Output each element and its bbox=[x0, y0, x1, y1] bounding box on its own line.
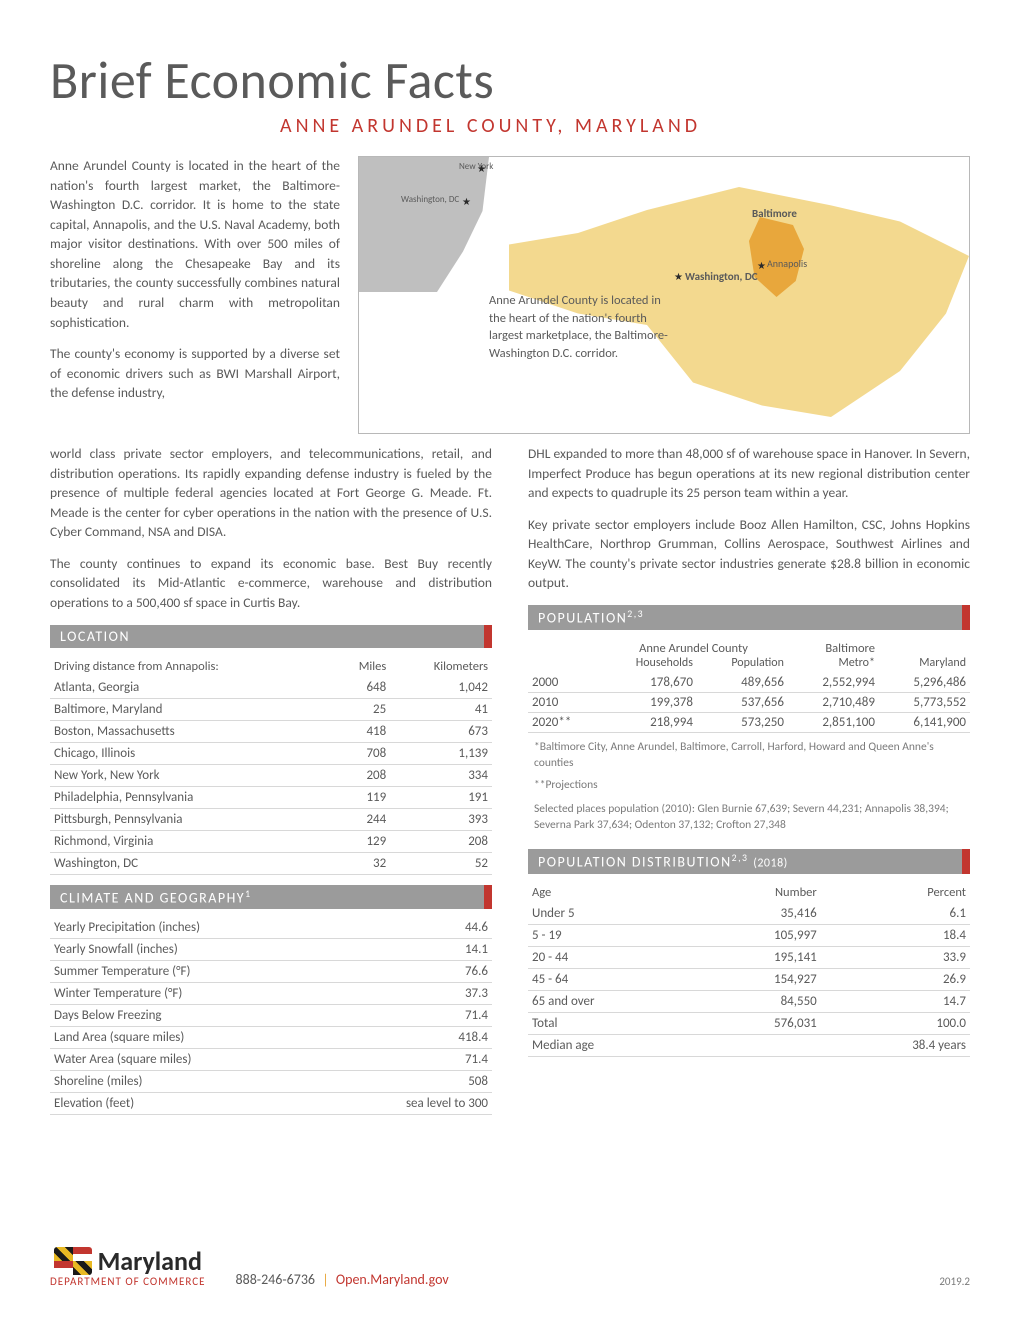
map-label-dc-small: Washington, DC bbox=[401, 194, 459, 205]
table-row: Days Below Freezing71.4 bbox=[50, 1005, 492, 1027]
footer-link[interactable]: Open.Maryland.gov bbox=[336, 1271, 449, 1288]
map-caption: Anne Arundel County is located in the he… bbox=[489, 292, 669, 362]
table-row: Winter Temperature (°F)37.3 bbox=[50, 983, 492, 1005]
pop-col-metro-top: Baltimore bbox=[788, 638, 879, 656]
location-header: LOCATION bbox=[50, 625, 492, 648]
col-miles: Miles bbox=[332, 656, 390, 677]
left-column: world class private sector employers, an… bbox=[50, 444, 492, 1115]
logo-text: Maryland bbox=[98, 1245, 202, 1277]
pop-col-md: Maryland bbox=[879, 656, 970, 673]
pop-col-metro: Metro* bbox=[788, 656, 879, 673]
table-row: Shoreline (miles)508 bbox=[50, 1071, 492, 1093]
col-km: Kilometers bbox=[390, 656, 492, 677]
footer-contact: 888-246-6736 | Open.Maryland.gov bbox=[236, 1271, 449, 1288]
location-subhead: Driving distance from Annapolis: bbox=[50, 656, 332, 677]
body-right-p2: Key private sector employers include Boo… bbox=[528, 515, 970, 593]
intro-text: Anne Arundel County is located in the he… bbox=[50, 156, 340, 434]
pop-note1: *Baltimore City, Anne Arundel, Baltimore… bbox=[528, 739, 970, 771]
median-label: Median age bbox=[528, 1034, 698, 1056]
dist-col-age: Age bbox=[528, 882, 698, 903]
table-row: Water Area (square miles)71.4 bbox=[50, 1049, 492, 1071]
pop-note2: **Projections bbox=[528, 777, 970, 793]
pop-county-label: Anne Arundel County bbox=[599, 638, 788, 656]
map-label-baltimore: Baltimore bbox=[752, 207, 797, 220]
body-left-p1: world class private sector employers, an… bbox=[50, 444, 492, 542]
page-title: Brief Economic Facts bbox=[50, 48, 970, 112]
table-row: Elevation (feet)sea level to 300 bbox=[50, 1093, 492, 1115]
dept-text: DEPARTMENT OF COMMERCE bbox=[50, 1275, 206, 1288]
top-section: Anne Arundel County is located in the he… bbox=[50, 156, 970, 434]
intro-p2: The county's economy is supported by a d… bbox=[50, 344, 340, 403]
right-column: DHL expanded to more than 48,000 sf of w… bbox=[528, 444, 970, 1115]
body-columns: world class private sector employers, an… bbox=[50, 444, 970, 1115]
star-icon: ★ bbox=[477, 162, 486, 175]
body-right-p1: DHL expanded to more than 48,000 sf of w… bbox=[528, 444, 970, 503]
table-row: Pittsburgh, Pennsylvania244393 bbox=[50, 808, 492, 830]
table-row: Under 535,4166.1 bbox=[528, 903, 970, 925]
pop-col-pop: Population bbox=[697, 656, 788, 673]
footer: Maryland DEPARTMENT OF COMMERCE 888-246-… bbox=[50, 1245, 970, 1288]
dist-col-num: Number bbox=[698, 882, 821, 903]
table-row: Baltimore, Maryland2541 bbox=[50, 698, 492, 720]
location-map: New York ★ Washington, DC ★ Baltimore An… bbox=[358, 156, 970, 434]
footer-version: 2019.2 bbox=[939, 1275, 970, 1288]
climate-header: CLIMATE AND GEOGRAPHY1 bbox=[50, 885, 492, 910]
pop-note3: Selected places population (2010): Glen … bbox=[528, 801, 970, 833]
table-row: New York, New York208334 bbox=[50, 764, 492, 786]
map-label-annapolis: Annapolis bbox=[767, 257, 807, 270]
climate-table: Yearly Precipitation (inches)44.6Yearly … bbox=[50, 917, 492, 1115]
table-row: Atlanta, Georgia6481,042 bbox=[50, 677, 492, 699]
table-row: 20 - 44195,14133.9 bbox=[528, 946, 970, 968]
table-row: 5 - 19105,99718.4 bbox=[528, 924, 970, 946]
table-row: Total576,031100.0 bbox=[528, 1012, 970, 1034]
table-row: Summer Temperature (°F)76.6 bbox=[50, 961, 492, 983]
population-table: Anne Arundel County Baltimore Households… bbox=[528, 638, 970, 733]
table-row: Philadelphia, Pennsylvania119191 bbox=[50, 786, 492, 808]
intro-p1: Anne Arundel County is located in the he… bbox=[50, 156, 340, 332]
table-row: Yearly Snowfall (inches)14.1 bbox=[50, 939, 492, 961]
star-icon: ★ bbox=[462, 195, 471, 208]
body-left-p2: The county continues to expand its econo… bbox=[50, 554, 492, 613]
population-header: POPULATION2,3 bbox=[528, 605, 970, 630]
table-row: Land Area (square miles)418.4 bbox=[50, 1027, 492, 1049]
table-row: Chicago, Illinois7081,139 bbox=[50, 742, 492, 764]
map-label-dc: Washington, DC bbox=[685, 270, 758, 283]
location-table: Driving distance from Annapolis: Miles K… bbox=[50, 656, 492, 875]
footer-phone: 888-246-6736 bbox=[236, 1271, 316, 1288]
table-row: 45 - 64154,92726.9 bbox=[528, 968, 970, 990]
table-row: Boston, Massachusetts418673 bbox=[50, 720, 492, 742]
median-val: 38.4 years bbox=[821, 1034, 970, 1056]
distribution-header: POPULATION DISTRIBUTION2,3 (2018) bbox=[528, 849, 970, 874]
body-right: DHL expanded to more than 48,000 sf of w… bbox=[528, 444, 970, 593]
table-row: Yearly Precipitation (inches)44.6 bbox=[50, 917, 492, 939]
table-row: 2000178,670489,6562,552,9945,296,486 bbox=[528, 673, 970, 693]
dist-col-pct: Percent bbox=[821, 882, 970, 903]
maryland-flag-icon bbox=[54, 1247, 92, 1275]
star-icon: ★ bbox=[757, 259, 766, 272]
page-subtitle: ANNE ARUNDEL COUNTY, MARYLAND bbox=[280, 114, 970, 138]
distribution-table: Age Number Percent Under 535,4166.15 - 1… bbox=[528, 882, 970, 1057]
table-row: Washington, DC3252 bbox=[50, 852, 492, 874]
body-left: world class private sector employers, an… bbox=[50, 444, 492, 613]
table-row: 2010199,378537,6562,710,4895,773,552 bbox=[528, 692, 970, 712]
table-row: Richmond, Virginia129208 bbox=[50, 830, 492, 852]
footer-logo: Maryland DEPARTMENT OF COMMERCE bbox=[50, 1245, 206, 1288]
star-icon: ★ bbox=[674, 270, 683, 283]
table-row: 2020**218,994573,2502,851,1006,141,900 bbox=[528, 712, 970, 732]
table-row: 65 and over84,55014.7 bbox=[528, 990, 970, 1012]
pop-col-hh: Households bbox=[599, 656, 697, 673]
